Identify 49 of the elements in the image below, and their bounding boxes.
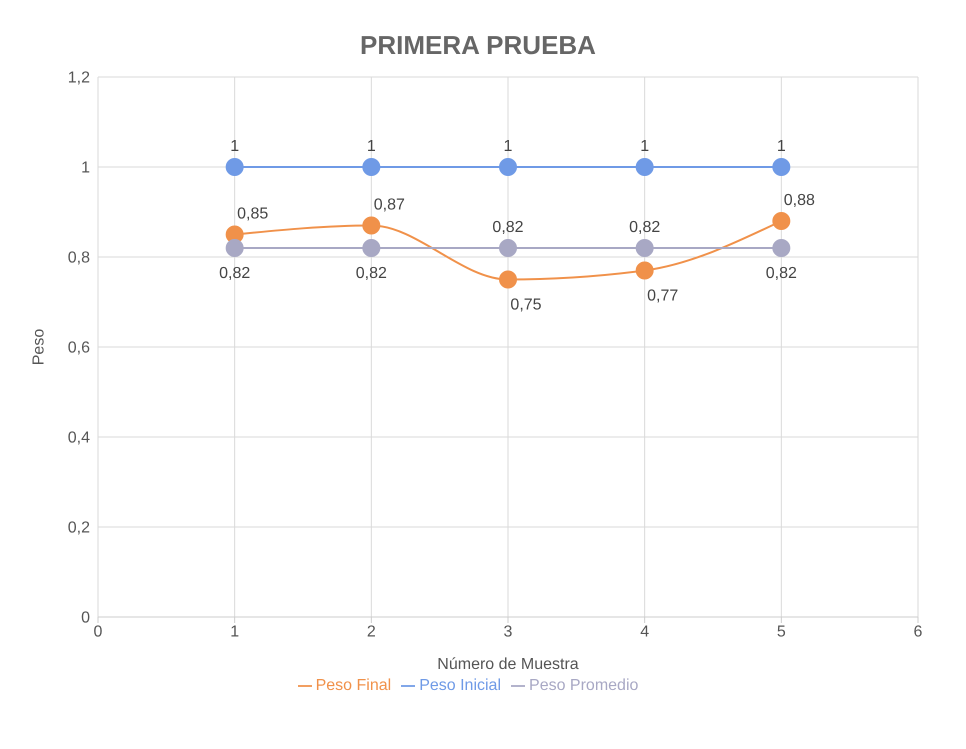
y-tick-label: 0 bbox=[81, 610, 90, 627]
data-label: 0,75 bbox=[510, 296, 542, 314]
x-axis-title: Número de Muestra bbox=[437, 656, 579, 673]
x-tick-label: 1 bbox=[230, 623, 240, 640]
data-label: 0,82 bbox=[356, 265, 388, 282]
point bbox=[636, 239, 654, 257]
y-tick-label: 0,8 bbox=[68, 250, 90, 267]
y-tick-label: 1,2 bbox=[68, 70, 90, 87]
data-label: 1 bbox=[230, 138, 240, 155]
data-label: 0,82 bbox=[219, 265, 250, 282]
point bbox=[499, 270, 517, 288]
point bbox=[636, 262, 654, 280]
point bbox=[772, 239, 790, 257]
point bbox=[226, 158, 244, 176]
y-tick-label: 0,6 bbox=[68, 340, 90, 357]
x-tick-label: 0 bbox=[94, 623, 103, 640]
point bbox=[772, 158, 790, 176]
data-label: 1 bbox=[640, 138, 650, 155]
point bbox=[772, 212, 790, 230]
legend-label: Peso Inicial bbox=[419, 677, 502, 694]
y-tick-label: 1 bbox=[81, 160, 90, 177]
data-label: 0,87 bbox=[374, 196, 406, 214]
data-label: 1 bbox=[504, 138, 513, 155]
x-tick-label: 6 bbox=[914, 623, 923, 640]
point bbox=[226, 239, 244, 257]
legend-label: Peso Promedio bbox=[529, 677, 638, 694]
x-tick-label: 4 bbox=[640, 623, 650, 640]
x-tick-label: 3 bbox=[504, 623, 513, 640]
y-axis-title: Peso bbox=[30, 328, 48, 366]
data-label: 0,77 bbox=[647, 288, 678, 304]
chart-title: PRIMERA PRUEBA bbox=[359, 29, 597, 62]
data-label: 0,82 bbox=[492, 219, 524, 236]
point bbox=[362, 216, 380, 234]
point bbox=[636, 158, 654, 176]
point bbox=[362, 158, 380, 176]
legend-label: Peso Final bbox=[316, 677, 392, 694]
point bbox=[362, 239, 380, 257]
data-label: 0,88 bbox=[784, 192, 816, 209]
data-label: 1 bbox=[366, 138, 376, 155]
x-tick-label: 2 bbox=[366, 623, 376, 640]
y-tick-label: 0,2 bbox=[68, 520, 90, 537]
y-tick-label: 0,4 bbox=[68, 430, 90, 447]
point bbox=[499, 158, 517, 176]
x-tick-label: 5 bbox=[776, 623, 786, 640]
data-label: 1 bbox=[776, 138, 786, 155]
data-label: 0,82 bbox=[629, 219, 660, 236]
data-label: 0,85 bbox=[237, 206, 268, 222]
point bbox=[499, 239, 517, 257]
data-label: 0,82 bbox=[766, 265, 798, 282]
